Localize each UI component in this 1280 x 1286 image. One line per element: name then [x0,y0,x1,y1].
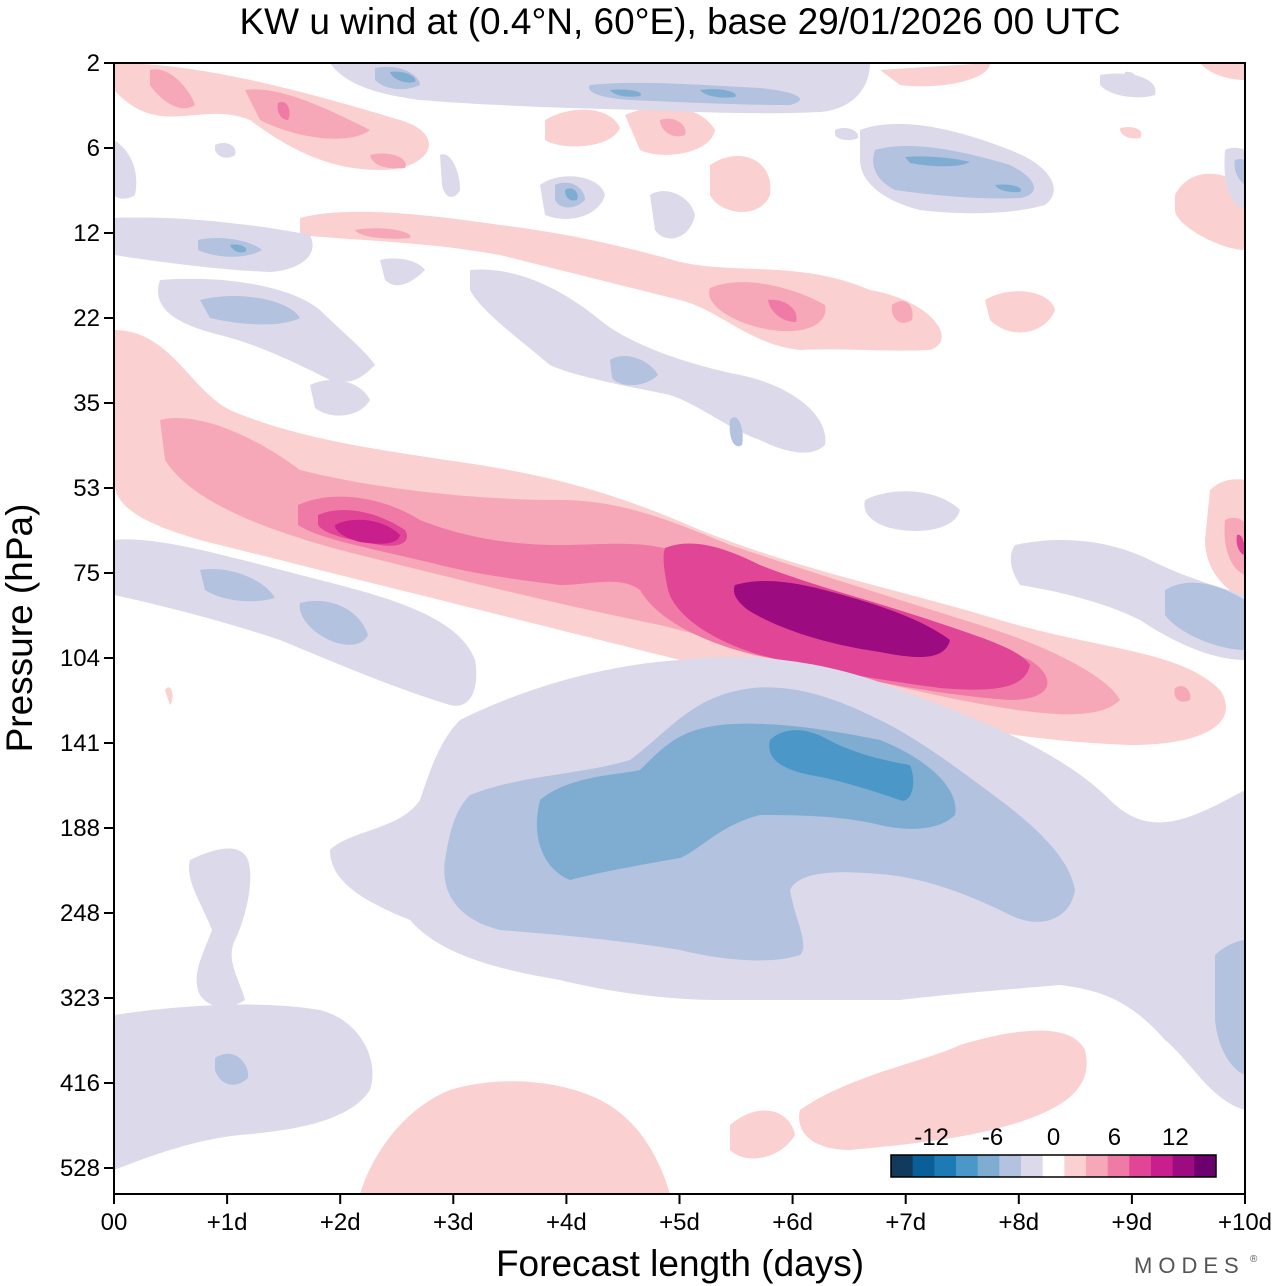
x-tick-label: +1d [207,1209,248,1236]
colorbar-swatch [1021,1155,1044,1177]
y-tick-label: 2 [87,50,100,77]
x-tick-label: +7d [885,1209,926,1236]
x-tick-label: +8d [998,1209,1039,1236]
y-axis: 2 6 12 22 35 53 75 104 141 188 248 323 416 528 [60,50,114,1182]
colorbar-swatch [1151,1155,1174,1177]
y-tick-label: 528 [60,1155,100,1182]
colorbar-swatch [1172,1155,1195,1177]
svg-text:®: ® [1250,1254,1258,1265]
y-tick-label: 75 [73,560,100,587]
colorbar-swatch [977,1155,1000,1177]
x-tick-label: +6d [772,1209,813,1236]
y-tick-label: 35 [73,390,100,417]
colorbar-swatch [956,1155,979,1177]
y-tick-label: 12 [73,220,100,247]
x-tick-label: +9d [1112,1209,1153,1236]
y-tick-label: 323 [60,985,100,1012]
colorbar-swatch [1194,1155,1217,1177]
y-tick-label: 53 [73,475,100,502]
colorbar-label: 12 [1162,1124,1189,1151]
y-tick-label: 6 [87,135,100,162]
x-axis-label: Forecast length (days) [496,1243,864,1284]
colorbar-swatch [999,1155,1022,1177]
y-tick-label: 248 [60,900,100,927]
x-tick-label: 00 [101,1209,128,1236]
modes-logo: MODES ® [1134,1253,1258,1278]
y-tick-label: 22 [73,305,100,332]
x-tick-label: +2d [320,1209,361,1236]
colorbar-swatch [912,1155,935,1177]
svg-text:MODES: MODES [1134,1253,1245,1278]
colorbar-label: -6 [982,1124,1003,1151]
colorbar-swatch [934,1155,957,1177]
colorbar-swatch [891,1155,914,1177]
x-tick-label: +5d [659,1209,700,1236]
colorbar-swatch [1107,1155,1130,1177]
colorbar-swatch [1129,1155,1152,1177]
x-tick-label: +4d [546,1209,587,1236]
contour-level-pos-10 [335,519,400,544]
colorbar-label: 6 [1108,1124,1121,1151]
x-axis: 00 +1d +2d +3d +4d +5d +6d +7d +8d +9d +10d [101,1194,1272,1236]
colorbar-frame [890,1154,1217,1178]
y-tick-label: 416 [60,1070,100,1097]
colorbar-swatch [1086,1155,1109,1177]
contour-level-pos-12 [733,580,950,657]
x-tick-label: +3d [433,1209,474,1236]
colorbar: -12 -6 0 6 12 [890,1124,1217,1178]
colorbar-label: 0 [1047,1124,1060,1151]
y-tick-label: 104 [60,645,100,672]
colorbar-swatch [1064,1155,1087,1177]
plot-area [114,63,1245,1194]
y-tick-label: 188 [60,815,100,842]
y-axis-label: Pressure (hPa) [0,504,40,753]
x-tick-label: +10d [1218,1209,1272,1236]
chart-title: KW u wind at (0.4°N, 60°E), base 29/01/2… [239,1,1120,42]
contour-level-neg-8 [769,730,914,801]
colorbar-label: -12 [914,1124,949,1151]
y-tick-label: 141 [60,730,100,757]
colorbar-swatch [1042,1155,1065,1177]
